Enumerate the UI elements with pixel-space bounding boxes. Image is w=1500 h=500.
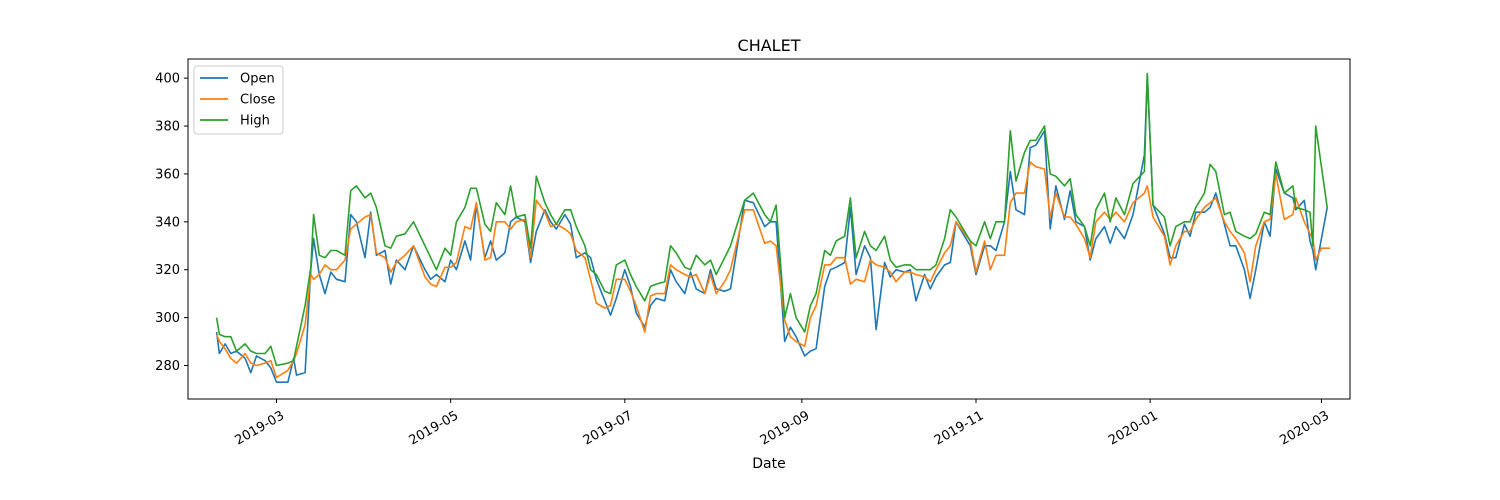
x-axis-label: Date (752, 456, 785, 472)
y-tick-label: 340 (155, 215, 180, 230)
y-tick-label: 380 (155, 120, 180, 135)
y-tick-label: 300 (155, 311, 180, 326)
y-axis: 280 300 320 340 360 380 400 (155, 72, 188, 374)
y-tick-label: 320 (155, 263, 180, 278)
series-lines (215, 72, 1330, 383)
y-tick-label: 360 (155, 167, 180, 182)
plot-area (187, 58, 1351, 400)
y-tick-label: 400 (155, 72, 180, 87)
legend-label-close: Close (240, 93, 275, 108)
legend-box (193, 65, 284, 135)
series-line-high (215, 72, 1328, 367)
plot-frame (187, 58, 1351, 400)
y-tick-label: 280 (155, 359, 180, 374)
legend-label-high: High (240, 114, 270, 129)
series-line-close (215, 161, 1330, 379)
legend-label-open: Open (240, 72, 275, 87)
legend: Open Close High (193, 65, 284, 135)
chart-title: CHALET (738, 36, 801, 55)
